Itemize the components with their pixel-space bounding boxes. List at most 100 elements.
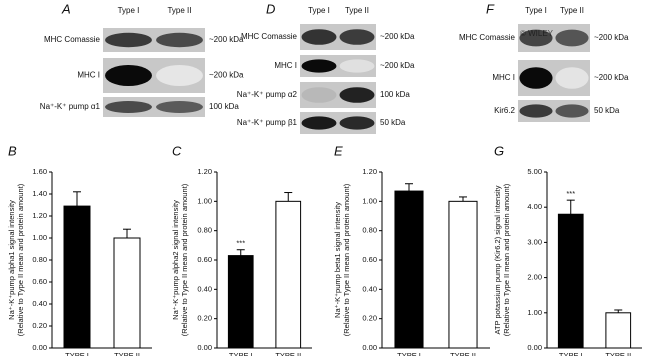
bar bbox=[227, 255, 254, 349]
y-tick-label: 1.20 bbox=[197, 167, 212, 176]
y-tick-label: 1.00 bbox=[197, 196, 212, 205]
y-tick-label: 0.80 bbox=[32, 255, 47, 264]
blot-band bbox=[156, 101, 203, 113]
size-label: ~200 kDa bbox=[380, 61, 415, 70]
y-tick-label: 0.00 bbox=[32, 343, 47, 352]
y-tick-label: 0.40 bbox=[362, 284, 377, 293]
size-label: ~200 kDa bbox=[594, 33, 629, 42]
panel-letter: B bbox=[8, 143, 17, 158]
size-label: ~200 kDa bbox=[209, 71, 244, 80]
y-axis-label: Na⁺-K⁺pump beta1 signal intensity bbox=[333, 202, 342, 318]
row-label: Kir6.2 bbox=[494, 106, 515, 115]
size-label: 50 kDa bbox=[594, 106, 620, 115]
bar bbox=[557, 213, 584, 349]
bar bbox=[275, 200, 302, 349]
panel-letter: G bbox=[494, 143, 504, 158]
y-tick-label: 1.00 bbox=[32, 233, 47, 242]
y-tick-label: 0.00 bbox=[197, 343, 212, 352]
blot-band bbox=[555, 104, 589, 118]
row-label: MHC Comassie bbox=[459, 33, 516, 42]
watermark: © WILEY bbox=[520, 29, 554, 38]
panel-letter: F bbox=[486, 1, 495, 16]
lane-label: Type I bbox=[525, 6, 547, 15]
y-tick-label: 1.00 bbox=[527, 308, 542, 317]
row-label: Na⁺-K⁺ pump α2 bbox=[237, 90, 298, 99]
y-tick-label: 0.20 bbox=[197, 314, 212, 323]
blot-band bbox=[519, 67, 553, 89]
y-axis-label: (Relative to Type II mean and protein am… bbox=[180, 183, 189, 336]
blot-band bbox=[105, 65, 152, 86]
size-label: ~200 kDa bbox=[380, 32, 415, 41]
row-label: MHC Comassie bbox=[241, 32, 298, 41]
lane-label: Type II bbox=[345, 6, 369, 15]
row-label: MHC I bbox=[274, 61, 297, 70]
y-tick-label: 0.40 bbox=[197, 284, 212, 293]
y-axis-label: (Relative to Type II mean and protein am… bbox=[502, 183, 511, 336]
x-tick-label: TYPE I bbox=[559, 351, 583, 356]
size-label: 100 kDa bbox=[380, 90, 410, 99]
blot-band bbox=[519, 104, 553, 118]
y-axis-label: (Relative to Type II mean and protein am… bbox=[16, 183, 25, 336]
bar bbox=[394, 190, 424, 349]
blot-band bbox=[555, 67, 589, 89]
lane-label: Type I bbox=[308, 6, 330, 15]
blot-band bbox=[156, 32, 203, 48]
blot-band bbox=[339, 59, 375, 73]
y-tick-label: 1.40 bbox=[32, 189, 47, 198]
blot-band bbox=[156, 65, 203, 86]
blot-band bbox=[519, 29, 553, 47]
blot-band bbox=[555, 29, 589, 47]
bar bbox=[63, 205, 91, 349]
bar bbox=[448, 200, 478, 349]
y-tick-label: 0.00 bbox=[527, 343, 542, 352]
blot-band bbox=[105, 32, 152, 48]
y-tick-label: 0.80 bbox=[197, 226, 212, 235]
y-tick-label: 1.60 bbox=[32, 167, 47, 176]
bar bbox=[113, 237, 141, 349]
row-label: Na⁺-K⁺ pump α1 bbox=[40, 102, 101, 111]
blot-band bbox=[301, 87, 337, 103]
y-tick-label: 0.20 bbox=[362, 314, 377, 323]
y-tick-label: 4.00 bbox=[527, 202, 542, 211]
size-label: ~200 kDa bbox=[209, 35, 244, 44]
y-tick-label: 3.00 bbox=[527, 237, 542, 246]
blot-band bbox=[301, 116, 337, 130]
x-tick-label: TYPE II bbox=[275, 351, 301, 356]
row-label: MHC Comassie bbox=[44, 35, 101, 44]
bar bbox=[605, 312, 632, 349]
row-label: Na⁺-K⁺ pump β1 bbox=[237, 118, 298, 127]
lane-label: Type I bbox=[118, 6, 140, 15]
panel-letter: E bbox=[334, 143, 343, 158]
y-tick-label: 0.60 bbox=[32, 277, 47, 286]
panel-letter: D bbox=[266, 1, 275, 16]
y-tick-label: 0.20 bbox=[32, 321, 47, 330]
y-tick-label: 0.00 bbox=[362, 343, 377, 352]
y-axis-label: (Relative to Type II mean and protein am… bbox=[342, 183, 351, 336]
x-tick-label: TYPE I bbox=[397, 351, 421, 356]
blot-band bbox=[301, 29, 337, 45]
y-tick-label: 1.20 bbox=[32, 211, 47, 220]
blot-band bbox=[339, 87, 375, 103]
significance: *** bbox=[566, 189, 575, 198]
lane-label: Type II bbox=[167, 6, 191, 15]
x-tick-label: TYPE II bbox=[114, 351, 140, 356]
y-axis-label: Na⁺-K⁺pump alpha2 signal intensity bbox=[171, 200, 180, 320]
row-label: MHC I bbox=[492, 73, 515, 82]
y-tick-label: 0.80 bbox=[362, 226, 377, 235]
y-axis-label: Na⁺-K⁺pump alpha1 signal intensity bbox=[7, 200, 16, 320]
panel-letter: C bbox=[172, 143, 182, 158]
y-tick-label: 1.00 bbox=[362, 196, 377, 205]
y-tick-label: 5.00 bbox=[527, 167, 542, 176]
x-tick-label: TYPE I bbox=[65, 351, 89, 356]
y-tick-label: 0.40 bbox=[32, 299, 47, 308]
y-tick-label: 0.60 bbox=[197, 255, 212, 264]
y-tick-label: 0.60 bbox=[362, 255, 377, 264]
row-label: MHC I bbox=[77, 71, 100, 80]
blot-band bbox=[301, 59, 337, 73]
x-tick-label: TYPE II bbox=[450, 351, 476, 356]
size-label: 100 kDa bbox=[209, 102, 239, 111]
y-axis-label: ATP potassium pump (Kir6.2) signal inten… bbox=[493, 185, 502, 334]
blot-band bbox=[105, 101, 152, 113]
x-tick-label: TYPE II bbox=[605, 351, 631, 356]
